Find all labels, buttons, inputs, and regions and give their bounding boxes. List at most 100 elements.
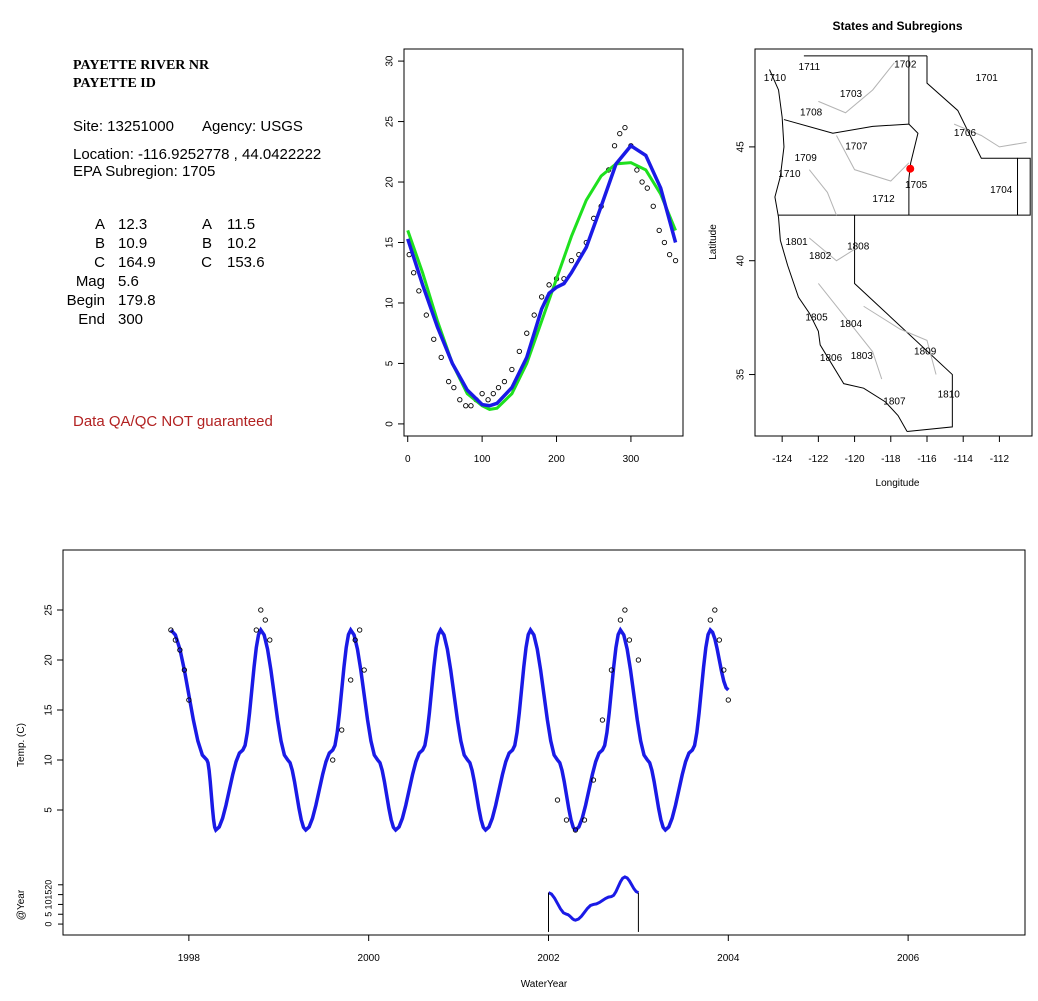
- map-subregion-line: [808, 237, 855, 262]
- ts-xlabel: WaterYear: [521, 979, 568, 990]
- ts-inset-tick-label: 0: [43, 922, 53, 927]
- map-region-label: 1803: [851, 351, 874, 362]
- annual-data-point: [416, 288, 422, 294]
- param-end-label: End: [78, 311, 105, 328]
- map-region-label: 1708: [800, 107, 823, 118]
- map-region-label: 1701: [976, 73, 999, 84]
- map-x-tick-label: -112: [990, 454, 1010, 465]
- param-b-label: B: [94, 235, 105, 252]
- map-y-tick-label: 40: [736, 255, 747, 267]
- ts-data-point: [177, 647, 183, 653]
- ts-data-point: [186, 697, 192, 703]
- annual-data-point: [538, 294, 545, 300]
- param-c-value: 164.9: [118, 254, 156, 271]
- annual-data-point: [666, 251, 673, 258]
- map-subregion-line: [817, 283, 883, 380]
- annual-data-point: [468, 403, 474, 409]
- param-end-value: 300: [118, 311, 144, 328]
- ts-data-point: [599, 717, 606, 723]
- ts-data-point: [262, 617, 268, 623]
- param-mag-label: Mag: [75, 273, 105, 290]
- map-region-label: 1802: [809, 251, 832, 262]
- timeseries-chart-group: WaterYear Temp. (C) @Year 1998 2000 2002 2004 2…: [16, 549, 1026, 990]
- map-region-label: 1705: [905, 180, 928, 191]
- annual-data-point: [411, 270, 417, 276]
- map-x-tick-label: -124: [772, 454, 792, 465]
- map-region-label: 1809: [914, 346, 937, 357]
- param-c-label: C: [94, 254, 105, 271]
- ts-y-tick-label: 25: [44, 604, 55, 616]
- annual-data-point: [617, 131, 623, 137]
- annual-data-point: [672, 257, 679, 264]
- param2-b-label: B: [201, 235, 212, 252]
- annual-x-tick-label: 100: [474, 454, 491, 465]
- map-region-label: 1710: [764, 73, 787, 84]
- map-plot-box: [754, 48, 1033, 437]
- annual-chart-group: 0 100 200 300 0 5 10 15 20 25 30: [385, 48, 684, 465]
- annual-y-tick-label: 15: [385, 237, 396, 249]
- ts-data-point: [721, 667, 727, 673]
- ts-data-point: [258, 607, 264, 613]
- map-state-border: [1017, 157, 1031, 216]
- annual-data-point: [509, 366, 515, 373]
- map-region-label: 1706: [954, 128, 977, 139]
- ts-data-point: [181, 667, 188, 673]
- param2-c-value: 153.6: [227, 254, 265, 271]
- map-region-label: 1702: [894, 60, 917, 71]
- annual-data-point: [485, 397, 491, 403]
- ts-data-point: [572, 827, 579, 833]
- annual-data-point: [457, 397, 463, 403]
- annual-data-point: [661, 239, 668, 246]
- ts-ylabel: Temp. (C): [16, 723, 27, 767]
- annual-data-point: [463, 403, 469, 409]
- map-region-label: 1805: [805, 312, 828, 323]
- agency: Agency: USGS: [202, 118, 303, 135]
- annual-data-point: [445, 378, 452, 385]
- param-b-value: 10.9: [118, 235, 148, 252]
- annual-data-point: [650, 203, 656, 209]
- map-chart-group: States and Subregions Longitude Latitude -1…: [708, 19, 1033, 489]
- ts-inset-tick-label: 15: [43, 890, 53, 900]
- param2-a-label: A: [201, 216, 212, 233]
- ts-data-point: [168, 627, 174, 633]
- site-id: Site: 13251000: [73, 118, 174, 135]
- ts-data-point: [608, 667, 615, 673]
- param-mag-value: 5.6: [118, 273, 139, 290]
- map-subregion-line: [953, 123, 1027, 148]
- map-x-tick-label: -118: [881, 454, 901, 465]
- ts-x-tick-label: 2006: [897, 953, 920, 964]
- map-coastline: [769, 69, 908, 432]
- map-region-label: 1806: [820, 353, 843, 364]
- ts-data-point: [339, 727, 345, 733]
- ts-data-point: [267, 637, 273, 643]
- param-a-value: 12.3: [118, 216, 148, 233]
- annual-y-tick-label: 25: [385, 116, 396, 128]
- map-region-label: 1710: [778, 169, 801, 180]
- ts-inset-tick-label: 20: [43, 880, 53, 890]
- ts-inset-tick-label: 10: [43, 899, 53, 909]
- map-region-label: 1801: [786, 237, 809, 248]
- site-name-line2: PAYETTE ID: [73, 76, 156, 91]
- map-region-label: 1712: [872, 194, 895, 205]
- annual-data-point: [490, 391, 496, 397]
- annual-x-tick-label: 0: [405, 454, 411, 465]
- map-region-label: 1711: [799, 62, 821, 73]
- ts-y-tick-label: 20: [44, 654, 55, 666]
- annual-x-tick-label: 300: [623, 454, 640, 465]
- ts-data-point: [707, 617, 713, 623]
- annual-x-tick-label: 200: [548, 454, 565, 465]
- map-site-marker: [906, 164, 915, 173]
- site-name-line1: PAYETTE RIVER NR: [73, 58, 210, 73]
- ts-data-point: [361, 667, 367, 673]
- qa-note: Data QA/QC NOT guaranteed: [73, 413, 273, 430]
- map-x-tick-label: -116: [917, 454, 937, 465]
- map-state-border: [783, 119, 909, 134]
- ts-inset-tick-label: 5: [43, 912, 53, 917]
- map-region-label: 1704: [990, 185, 1013, 196]
- annual-data-point: [438, 354, 444, 361]
- annual-fit-blue-line: [406, 143, 678, 408]
- annual-data-point: [622, 124, 628, 131]
- ts-data-point: [563, 817, 570, 823]
- map-state-border: [908, 55, 919, 216]
